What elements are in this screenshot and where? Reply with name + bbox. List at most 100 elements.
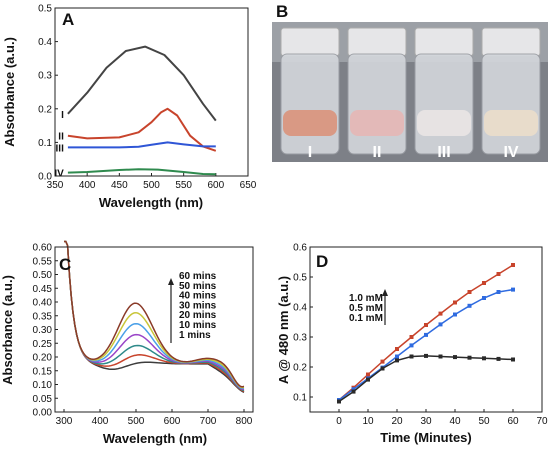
panel-c-series-20min [64,240,245,392]
panel-d-xtick-label: 50 [478,416,490,427]
vial-glass [414,53,474,155]
panel-d-point [438,322,443,327]
panel-c-ytick-label: 0.35 [33,311,53,322]
panel-c-ytick-label: 0.45 [33,284,53,295]
panel-d-point [424,323,428,327]
panel-a-series-label: III [56,143,65,154]
panel-a-ytick-label: 0.3 [38,71,52,82]
panel-d-xtick-label: 30 [420,416,432,427]
panel-a-series-II [67,107,217,152]
panel-a-series-label: II [58,132,64,143]
panel-c-xlabel: Wavelength (nm) [103,431,207,446]
panel-d-ylabel: A @ 480 nm (a.u.) [276,276,291,384]
vial-liquid [283,110,337,136]
panel-d-point [438,311,443,316]
panel-d-legend-entry: 0.1 mM [349,313,383,324]
panel-a-xtick-label: 600 [207,180,224,191]
panel-d-ytick-label: 0.6 [293,243,307,254]
panel-a-xtick-label: 450 [111,180,128,191]
vial-label: III [437,144,450,161]
panel-d-point [482,281,486,285]
panel-c-ytick-label: 0.55 [33,256,53,267]
panel-d-point [424,353,428,358]
panel-d-xtick-label: 10 [362,416,374,427]
panel-c-ytick-label: 0.00 [33,408,53,419]
panel-c-ytick-label: 0.60 [33,243,53,254]
vial-cap [280,27,340,57]
panel-c-ytick-label: 0.20 [33,353,53,364]
panel-a-series-III [67,141,216,149]
vial-1: I [280,27,340,161]
panel-a-ytick-label: 0.4 [38,37,52,48]
panel-a-xtick-label: 400 [79,180,96,191]
panel-d-xtick-label: 60 [507,416,519,427]
panel-d-point [467,290,472,294]
panel-d-point [337,399,341,404]
panel-d-point [511,287,515,292]
panel-c-legend-entry: 30 mins [179,300,217,311]
panel-d-point [496,290,501,294]
panel-d-point [409,354,414,359]
panel-d-point [424,332,428,337]
vial-liquid [484,110,538,136]
vial-liquid [350,110,404,136]
panel-a-ylabel: Absorbance (a.u.) [2,37,17,147]
panel-c-legend-entry: 10 mins [179,320,217,331]
panel-a-ytick-label: 0.0 [38,172,52,183]
panel-c-xtick-label: 700 [200,416,217,427]
panel-a-frame [54,7,249,177]
panel-c-series-30min [64,240,245,391]
panel-c-series-60min [64,240,245,388]
panel-a: A 350 400 450 500 550 600 650 0.0 0.1 0.2 0.3 0.4 0.… [2,4,257,211]
panel-a-ytick-label: 0.5 [38,4,52,15]
panel-c-ytick-label: 0.50 [33,270,53,281]
panel-d-ytick-label: 0.1 [293,393,307,404]
panel-a-letter: A [62,10,74,29]
vial-cap [347,27,407,57]
panel-d-point [511,357,515,362]
panel-a-xtick-label: 550 [175,180,192,191]
panel-d-point [467,303,472,308]
panel-d-point [467,355,472,360]
vial-cap [414,27,474,57]
panel-c-ylabel: Absorbance (a.u.) [0,275,15,385]
panel-a-ytick-label: 0.1 [38,138,52,149]
vial-glass [481,53,541,155]
panel-d-point [409,335,414,339]
panel-d-point [351,387,356,392]
panel-a-ytick-label: 0.2 [38,104,52,115]
vial-label: IV [503,144,518,161]
panel-d-letter: D [316,252,328,271]
panel-d-point [380,359,385,364]
panel-d-xtick-label: 0 [336,416,342,427]
panel-c-ytick-label: 0.40 [33,298,53,309]
panel-d-point [438,354,443,359]
panel-c-series-40min [64,240,245,390]
panel-c-xtick-label: 800 [236,416,253,427]
panel-c: C 300 400 500 600 700 800 0.00 0.05 0.10 0.15 0.20… [0,240,254,446]
panel-d-ytick-label: 0.2 [293,363,307,374]
panel-a-series-label: IV [54,169,64,180]
panel-d-point [395,354,399,359]
panel-d-point [496,356,501,361]
panel-d-xtick-label: 40 [449,416,461,427]
panel-d-point [409,343,414,348]
vial-glass [347,53,407,155]
panel-a-xtick-label: 350 [47,180,64,191]
panel-d-point [482,356,486,361]
panel-d-ytick-label: 0.4 [293,303,307,314]
vial-liquid [417,110,471,136]
panel-d-point [453,312,457,317]
panel-c-legend-entry: 20 mins [179,310,217,321]
panel-d: D 0 10 20 30 40 50 60 70 0.1 0.2 0.3 0.4 0.5 0.6 1.0 … [276,243,548,446]
panel-d-point [482,296,486,300]
panel-d-ytick-label: 0.3 [293,333,307,344]
panel-c-legend-entry: 60 mins [179,271,217,282]
panel-c-xtick-label: 300 [56,416,73,427]
panel-c-series-50min [64,240,245,389]
panel-d-frame [309,246,543,413]
panel-c-ytick-label: 0.05 [33,394,53,405]
panel-c-legend-entry: 1 mins [179,330,211,341]
panel-b-letter: B [276,2,288,21]
